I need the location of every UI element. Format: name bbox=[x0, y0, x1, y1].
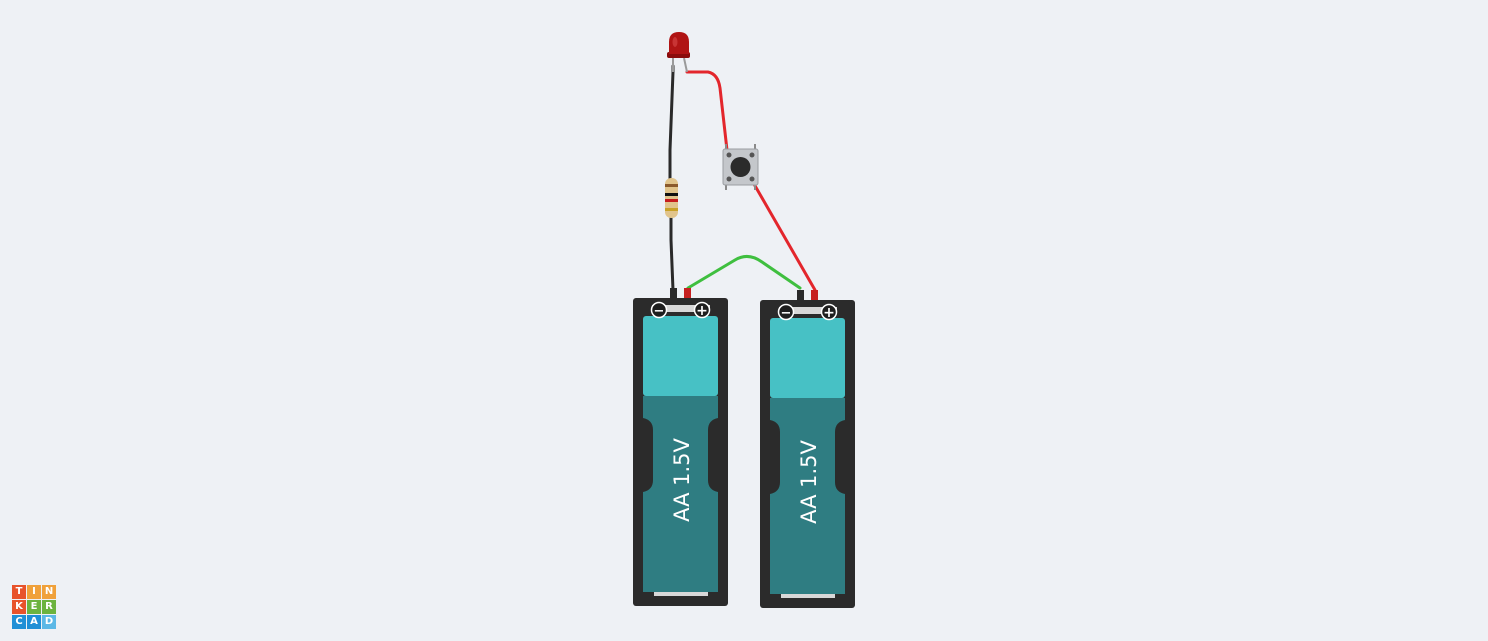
logo-letter-i: I bbox=[27, 585, 41, 599]
battery-1[interactable]: − + AA 1.5V bbox=[633, 288, 728, 606]
black-wire-led-to-resistor[interactable] bbox=[668, 64, 675, 184]
logo-letter-n: N bbox=[42, 585, 56, 599]
logo-letter-t: T bbox=[12, 585, 26, 599]
black-wire-resistor-to-battery[interactable] bbox=[669, 214, 675, 292]
logo-letter-d: D bbox=[42, 615, 56, 629]
battery-1-plus-sign: + bbox=[696, 303, 708, 319]
resistor[interactable] bbox=[665, 178, 678, 218]
battery-1-label: AA 1.5V bbox=[670, 437, 694, 521]
red-led[interactable] bbox=[667, 32, 690, 73]
logo-letter-e: E bbox=[27, 600, 41, 614]
battery-2[interactable]: − + AA 1.5V bbox=[760, 290, 855, 608]
red-wire-button-to-battery[interactable] bbox=[752, 182, 817, 292]
battery-2-plus-sign: + bbox=[823, 305, 835, 321]
pushbutton[interactable] bbox=[722, 144, 759, 190]
logo-letter-r: R bbox=[42, 600, 56, 614]
green-wire-series-link[interactable] bbox=[686, 255, 802, 290]
logo-letter-c: C bbox=[12, 615, 26, 629]
logo-letter-a: A bbox=[27, 615, 41, 629]
battery-2-minus-sign: − bbox=[781, 306, 792, 321]
logo-letter-k: K bbox=[12, 600, 26, 614]
red-wire-led-to-button[interactable] bbox=[685, 70, 729, 152]
battery-1-minus-sign: − bbox=[654, 304, 665, 319]
wires bbox=[668, 64, 817, 292]
battery-2-label: AA 1.5V bbox=[797, 439, 821, 523]
